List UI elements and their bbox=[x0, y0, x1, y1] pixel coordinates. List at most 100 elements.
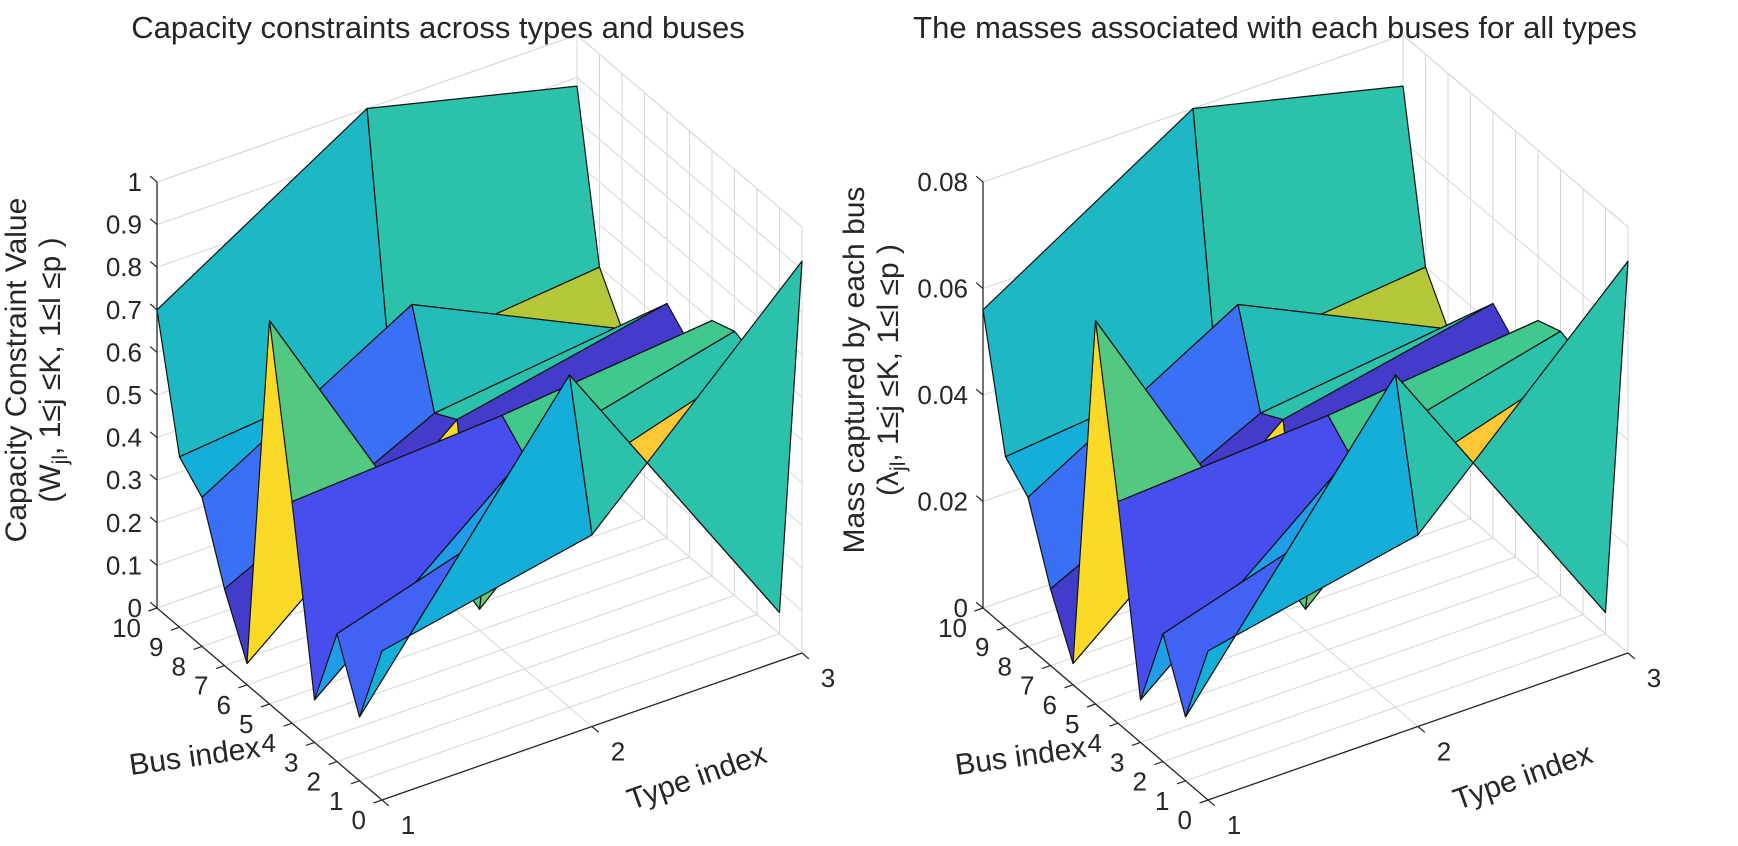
floor-grid-bus bbox=[269, 556, 690, 705]
bus-tick-label: 6 bbox=[1043, 690, 1057, 720]
z-tick-label: 0.3 bbox=[106, 465, 142, 495]
bus-tick bbox=[148, 607, 158, 612]
bus-tick-label: 1 bbox=[329, 786, 343, 816]
z-tick-label: 0.6 bbox=[106, 337, 142, 367]
bus-tick-label: 10 bbox=[938, 613, 967, 643]
floor-grid-bus bbox=[1185, 633, 1606, 782]
bus-tick bbox=[283, 722, 293, 727]
z-tick-label: 0 bbox=[128, 593, 142, 623]
bus-tick bbox=[1019, 645, 1029, 650]
type-tick bbox=[591, 726, 600, 733]
floor-grid-bus bbox=[359, 633, 780, 782]
bus-tick bbox=[328, 761, 338, 766]
box-edge bbox=[1402, 34, 1629, 228]
z-tick bbox=[149, 516, 158, 524]
type-tick-label: 1 bbox=[1227, 810, 1241, 840]
bus-tick bbox=[1109, 722, 1119, 727]
surface bbox=[156, 85, 803, 718]
z-tick-label: 0.08 bbox=[917, 167, 968, 197]
rightwall-grid-z bbox=[576, 77, 803, 270]
bus-tick bbox=[350, 780, 360, 785]
bus-tick-label: 8 bbox=[172, 651, 186, 681]
left-zlabel-line2: (Wjl, 1≤j ≤K, 1≤l ≤p ) bbox=[34, 237, 72, 502]
bus-tick-label: 1 bbox=[1155, 786, 1169, 816]
bus-tick bbox=[215, 665, 225, 670]
right-zlabel-line1: Mass captured by each bus bbox=[838, 187, 871, 554]
bus-tick bbox=[260, 703, 270, 708]
bus-tick bbox=[238, 684, 248, 689]
axes bbox=[974, 175, 1636, 807]
z-tick-label: 0.9 bbox=[106, 210, 142, 240]
z-tick-label: 0.4 bbox=[106, 423, 142, 453]
floor-grid-bus bbox=[1140, 594, 1561, 743]
z-tick-label: 0.06 bbox=[917, 274, 968, 304]
left-plot-title: Capacity constraints across types and bu… bbox=[131, 10, 744, 45]
bus-tick-label: 5 bbox=[239, 709, 253, 739]
surface bbox=[982, 85, 1629, 718]
bus-tick-label: 3 bbox=[284, 747, 298, 777]
right-ylabel: Bus index bbox=[953, 731, 1088, 782]
type-tick bbox=[1207, 799, 1216, 807]
bus-tick-label: 2 bbox=[1133, 767, 1147, 797]
z-tick-label: 0.04 bbox=[917, 380, 968, 410]
z-tick-label: 1 bbox=[128, 167, 142, 197]
box-edge bbox=[576, 34, 803, 228]
left-xlabel: Type index bbox=[623, 737, 771, 817]
bus-tick-label: 7 bbox=[194, 671, 208, 701]
bus-tick-label: 0 bbox=[1178, 805, 1192, 835]
bus-tick-label: 0 bbox=[352, 805, 366, 835]
axes bbox=[148, 175, 810, 807]
floor-grid-bus bbox=[1095, 556, 1516, 705]
bus-tick-label: 5 bbox=[1065, 709, 1079, 739]
type-tick bbox=[1627, 652, 1636, 660]
bus-tick-label: 8 bbox=[998, 651, 1012, 681]
z-tick bbox=[149, 346, 158, 353]
type-tick bbox=[381, 799, 390, 807]
type-tick-label: 2 bbox=[1437, 737, 1451, 767]
type-tick-label: 1 bbox=[401, 810, 415, 840]
z-tick bbox=[975, 282, 984, 289]
z-tick-label: 0.2 bbox=[106, 508, 142, 538]
bus-tick bbox=[1041, 665, 1051, 670]
z-tick bbox=[975, 601, 984, 609]
z-tick bbox=[975, 175, 984, 183]
z-tick-label: 0.7 bbox=[106, 295, 142, 325]
bus-tick-label: 9 bbox=[975, 632, 989, 662]
z-tick bbox=[975, 388, 984, 396]
bus-tick bbox=[974, 607, 984, 612]
z-tick bbox=[149, 175, 158, 183]
z-tick bbox=[975, 495, 984, 502]
left-zlabel-line1: Capacity Constraint Value bbox=[0, 198, 33, 543]
bus-tick-label: 4 bbox=[1088, 728, 1102, 758]
z-tick-label: 0 bbox=[954, 593, 968, 623]
z-tick-label: 0.5 bbox=[106, 380, 142, 410]
z-tick bbox=[149, 431, 158, 439]
bus-tick bbox=[305, 741, 315, 746]
right-zlabel-line2: (λjl, 1≤j ≤K, 1≤l ≤p ) bbox=[872, 244, 910, 496]
tick-labels: 00.10.20.30.40.50.60.70.80.9101234567891… bbox=[106, 167, 835, 840]
bus-tick bbox=[373, 799, 383, 804]
bus-tick bbox=[996, 626, 1006, 631]
rightwall-grid-z bbox=[1402, 141, 1629, 334]
floor-grid-bus bbox=[314, 594, 735, 743]
bus-tick bbox=[1131, 741, 1141, 746]
z-tick bbox=[149, 303, 158, 311]
z-tick bbox=[149, 559, 158, 566]
type-tick-label: 3 bbox=[821, 663, 835, 693]
z-tick bbox=[149, 260, 158, 268]
right-xlabel: Type index bbox=[1449, 737, 1597, 817]
capacity-plot: 00.10.20.30.40.50.60.70.80.9101234567891… bbox=[106, 34, 835, 840]
bus-tick-label: 9 bbox=[149, 632, 163, 662]
z-tick bbox=[149, 473, 158, 481]
type-tick bbox=[801, 652, 810, 660]
bus-tick bbox=[1086, 703, 1096, 708]
surface-face bbox=[1184, 374, 1419, 718]
right-plot-title: The masses associated with each buses fo… bbox=[913, 10, 1637, 45]
bus-tick-label: 6 bbox=[217, 690, 231, 720]
bus-tick bbox=[1199, 799, 1209, 804]
bus-tick-label: 4 bbox=[262, 728, 276, 758]
